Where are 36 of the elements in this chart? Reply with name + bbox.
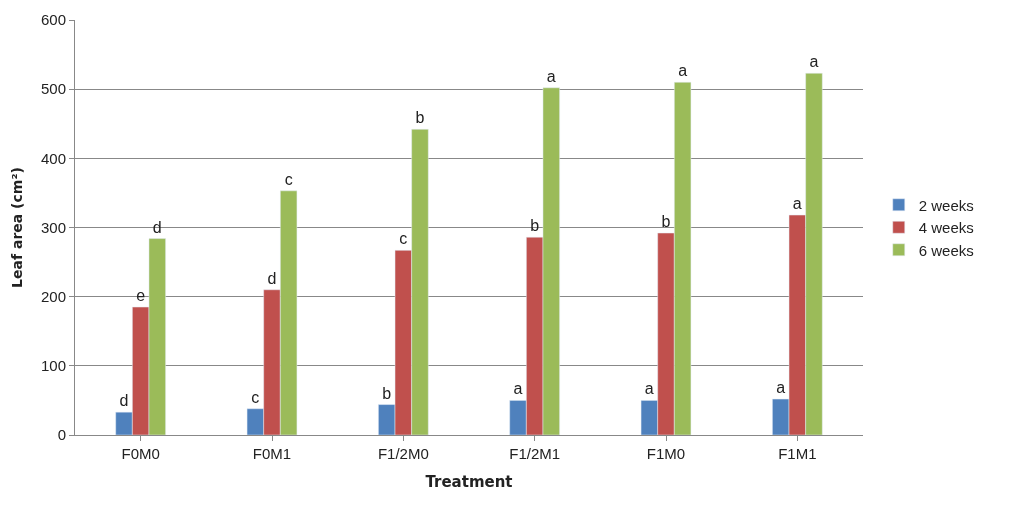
y-tick-label: 500: [40, 80, 66, 98]
legend-label: 2 weeks: [918, 196, 974, 214]
data-label: c: [399, 230, 408, 248]
legend-label: 4 weeks: [918, 219, 974, 237]
x-tick-label: F1M1: [778, 445, 817, 462]
data-label: a: [792, 195, 802, 213]
data-label: b: [661, 213, 671, 231]
data-label: b: [415, 109, 425, 127]
data-label: c: [251, 388, 260, 406]
data-label: c: [284, 170, 293, 188]
data-label: d: [267, 269, 277, 287]
data-label: a: [546, 67, 556, 85]
y-axis-title: Leaf area (cm²): [8, 167, 25, 288]
data-label: a: [513, 380, 523, 398]
x-tick-label: F0M0: [121, 445, 160, 462]
data-label: b: [530, 217, 540, 235]
data-label: b: [382, 384, 392, 402]
y-tick-label: 200: [40, 287, 66, 305]
y-tick-label: 0: [57, 426, 66, 444]
data-label: e: [136, 287, 146, 305]
y-tick-label: 400: [40, 149, 66, 167]
y-tick-label: 600: [40, 11, 66, 29]
data-label: a: [776, 379, 786, 397]
data-label: a: [644, 380, 654, 398]
y-tick-label: 100: [40, 357, 66, 375]
x-tick-label: F1M0: [646, 445, 686, 462]
x-axis-title: Treatment: [425, 473, 513, 491]
legend-label: 6 weeks: [918, 241, 974, 259]
y-tick-label: 300: [40, 218, 66, 236]
x-tick-label: F1/2M1: [509, 445, 561, 462]
x-tick-label: F1/2M0: [377, 445, 429, 462]
data-label: d: [119, 392, 129, 410]
x-tick-label: F0M1: [252, 445, 292, 462]
data-label: d: [152, 218, 162, 236]
data-label: a: [678, 62, 688, 80]
data-label: a: [809, 53, 819, 71]
